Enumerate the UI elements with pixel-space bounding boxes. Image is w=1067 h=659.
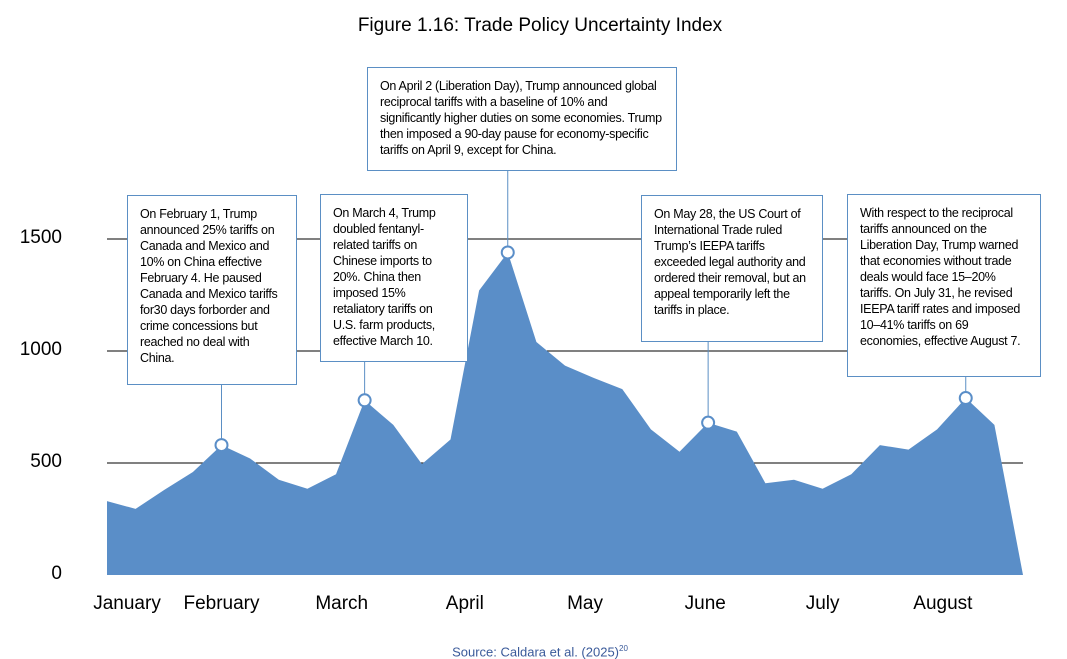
annotation-june: On May 28, the US Court of International… (641, 195, 823, 342)
annotation-marker (214, 438, 229, 453)
chart-source: Source: Caldara et al. (2025)20 (0, 644, 1067, 659)
x-tick-label: February (183, 593, 260, 614)
source-text: Source: Caldara et al. (2025) (452, 644, 620, 659)
x-tick-label: March (315, 593, 369, 614)
annotation-march: On March 4, Trump doubled fentanyl-relat… (320, 194, 468, 362)
annotation-markers (214, 245, 973, 453)
y-tick-label: 1000 (19, 339, 62, 360)
y-tick-label: 1500 (19, 227, 62, 248)
annotation-leader-lines (221, 171, 967, 440)
x-tick-label: June (684, 593, 726, 614)
series-area (107, 252, 1023, 575)
y-tick-label: 0 (51, 563, 62, 584)
annotation-marker (701, 415, 716, 430)
source-ref: 20 (619, 644, 628, 653)
annotation-marker (357, 393, 372, 408)
x-tick-label: May (567, 593, 603, 614)
x-tick-label: April (445, 593, 484, 614)
annotation-marker (958, 391, 973, 406)
y-tick-label: 500 (30, 451, 62, 472)
x-tick-label: January (93, 593, 161, 614)
annotation-marker (500, 245, 515, 260)
annotation-august: With respect to the reciprocal tariffs a… (847, 194, 1041, 377)
x-tick-label: July (805, 593, 840, 614)
x-tick-label: August (913, 593, 973, 614)
chart-title: Figure 1.16: Trade Policy Uncertainty In… (357, 15, 723, 36)
annotation-february: On February 1, Trump announced 25% tarif… (127, 195, 297, 385)
annotation-april: On April 2 (Liberation Day), Trump annou… (367, 67, 677, 171)
